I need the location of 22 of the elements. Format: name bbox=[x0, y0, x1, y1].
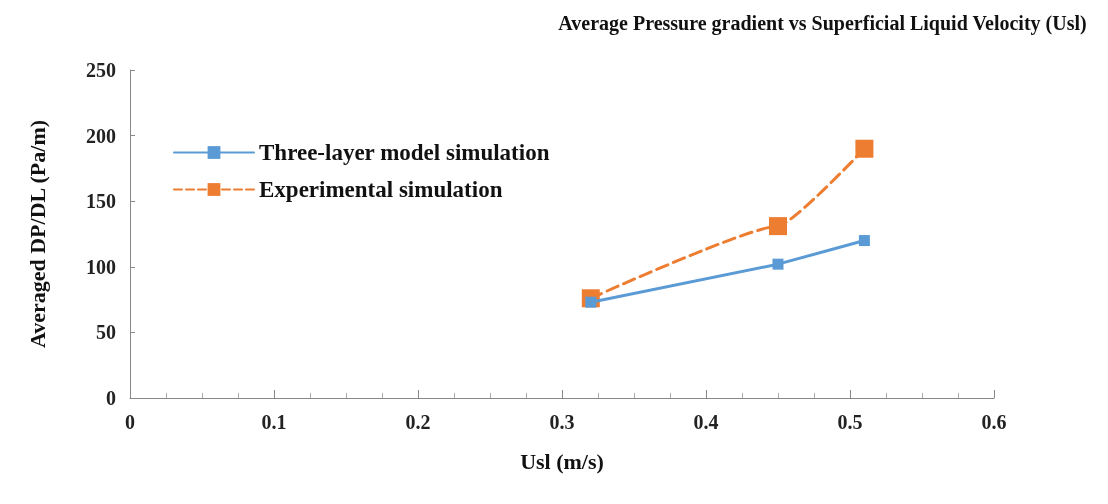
legend-label: Experimental simulation bbox=[259, 177, 503, 202]
y-tick-label: 50 bbox=[96, 321, 116, 344]
y-tick-label: 200 bbox=[86, 124, 116, 147]
y-axis-title: Averaged DP/DL (Pa/m) bbox=[24, 119, 50, 349]
x-tick-label: 0.5 bbox=[837, 411, 863, 433]
point bbox=[855, 139, 874, 158]
point bbox=[772, 258, 784, 270]
x-tick-label: 0 bbox=[125, 411, 135, 433]
legend-label: Three-layer model simulation bbox=[259, 140, 550, 165]
point bbox=[769, 217, 787, 236]
x-tick-label: 0.3 bbox=[549, 411, 575, 433]
x-tick-label: 0.4 bbox=[693, 411, 719, 433]
y-tick-label: 250 bbox=[86, 59, 116, 81]
point bbox=[858, 235, 870, 247]
chart-title: Average Pressure gradient vs Superficial Liquid Velocity (Usl) bbox=[558, 12, 1087, 35]
y-tick-label: 100 bbox=[86, 255, 116, 278]
x-tick-label: 0.1 bbox=[261, 411, 287, 433]
x-tick-label: 0.6 bbox=[981, 411, 1007, 433]
x-tick-label: 0.2 bbox=[405, 411, 431, 433]
y-tick-label: 0 bbox=[106, 387, 116, 409]
x-axis-title: Usl (m/s) bbox=[520, 448, 604, 474]
y-tick-label: 150 bbox=[86, 190, 116, 213]
